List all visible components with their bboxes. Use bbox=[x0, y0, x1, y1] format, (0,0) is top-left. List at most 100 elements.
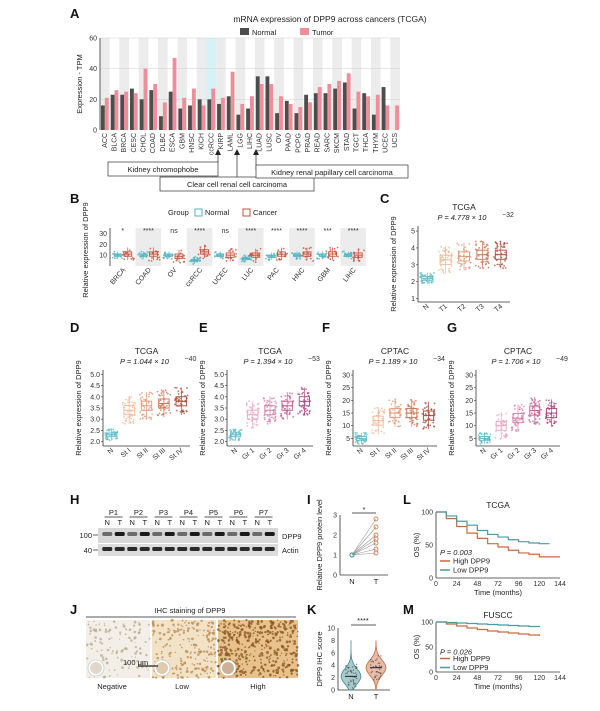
bar-tumor-chol bbox=[143, 68, 148, 130]
panel-b-ylabel: Relative expression of DPP9 bbox=[81, 202, 90, 297]
panel-g-point bbox=[530, 412, 533, 415]
panel-m-legend-high: High DPP9 bbox=[453, 654, 490, 663]
ihc-tile-high-dot bbox=[241, 663, 243, 665]
panel-f-point bbox=[396, 405, 399, 408]
ihc-tile-negative-dot bbox=[86, 643, 89, 646]
ihc-tile-high-dot bbox=[236, 640, 240, 644]
band-lgg bbox=[235, 38, 246, 130]
ihc-tile-negative-dot bbox=[116, 656, 119, 659]
panel-g-x-gr1: Gr 1 bbox=[490, 447, 505, 461]
panel-f-point bbox=[409, 398, 412, 401]
panel-g-point bbox=[513, 419, 515, 422]
bar-tumor-coad bbox=[153, 84, 158, 130]
panel-c-point bbox=[456, 242, 459, 245]
ihc-tile-high-dot bbox=[289, 652, 292, 655]
blot-lane-2: N bbox=[130, 518, 135, 527]
panel-f-point bbox=[433, 402, 436, 405]
panel-c-x-t1: T1 bbox=[438, 303, 449, 314]
panel-k-ytick-0: 0 bbox=[331, 688, 335, 695]
blot-lane-7: T bbox=[192, 518, 197, 527]
ihc-tile-high-dot bbox=[273, 675, 275, 677]
ihc-tile-high-dot bbox=[269, 626, 273, 630]
ihc-tile-low-dot bbox=[179, 657, 182, 660]
panel-e-point bbox=[302, 413, 305, 416]
panel-e-x-gr1: Gr 1 bbox=[241, 447, 256, 461]
ihc-tile-high-dot bbox=[225, 653, 227, 655]
panel-f-point bbox=[371, 432, 374, 435]
b-normal-ucec-point bbox=[214, 251, 216, 254]
panel-c-point bbox=[450, 265, 453, 267]
panel-g-point bbox=[515, 428, 517, 431]
panel-d-ytick-4.5: 4.5 bbox=[90, 383, 100, 390]
panel-d-point bbox=[131, 406, 134, 408]
panel-c-ytick-4: 4 bbox=[411, 245, 415, 252]
panel-c-pvalue: P = 4.778 × 10 bbox=[438, 213, 488, 222]
ihc-tile-high-dot bbox=[234, 649, 237, 652]
b-cancer-brca-point bbox=[131, 256, 134, 259]
panel-c-point bbox=[496, 247, 498, 249]
ihc-tile-high-dot bbox=[285, 666, 288, 668]
panel-g-point bbox=[537, 411, 540, 414]
panel-k-n-point bbox=[345, 672, 347, 675]
panel-m-xlabel: Time (months) bbox=[474, 682, 523, 691]
bar-normal-brca bbox=[120, 94, 125, 130]
panel-e-ytick-5.0: 5.0 bbox=[214, 372, 224, 379]
panel-e-point bbox=[306, 409, 309, 412]
ihc-tile-high-dot bbox=[262, 667, 265, 670]
panel-c-point bbox=[440, 245, 443, 248]
panel-e-point bbox=[272, 417, 275, 420]
panel-f-point bbox=[430, 408, 433, 411]
panel-d-point bbox=[148, 391, 151, 394]
panel-c-point bbox=[496, 263, 499, 266]
ihc-tile-high-dot bbox=[227, 633, 230, 636]
panel-k-t-point bbox=[370, 671, 372, 674]
panel-c-point bbox=[459, 259, 462, 261]
y-tick-40: 40 bbox=[89, 66, 97, 73]
panel-e-point bbox=[274, 400, 277, 403]
ihc-tile-high-dot bbox=[291, 619, 294, 623]
ihc-tile-low-dot bbox=[213, 629, 215, 632]
panel-c-point bbox=[419, 276, 422, 279]
kirp-arrow bbox=[253, 149, 259, 155]
ihc-tile-low-dot bbox=[189, 638, 191, 640]
panel-f-point bbox=[413, 413, 415, 416]
ihc-tile-high-dot bbox=[273, 653, 276, 655]
panel-g-point bbox=[514, 422, 517, 425]
panel-k-ytick-10: 10 bbox=[327, 626, 335, 633]
panel-f-point bbox=[413, 403, 416, 406]
panel-d-ytick-2.0: 2.0 bbox=[90, 439, 100, 446]
bar-tumor-lihc bbox=[250, 96, 254, 130]
panel-l-xtick-96: 96 bbox=[515, 581, 523, 588]
panel-g-point bbox=[520, 415, 523, 417]
ihc-tile-high-dot bbox=[278, 638, 282, 642]
ihc-tile-negative-dot bbox=[131, 656, 133, 658]
ihc-tile-high-dot bbox=[276, 619, 279, 621]
ihc-tile-low-dot bbox=[173, 631, 176, 634]
ihc-tile-high-dot bbox=[279, 621, 282, 623]
panel-g-point bbox=[518, 408, 521, 411]
panel-e-point bbox=[248, 400, 251, 402]
panel-f-ylabel: Relative expression of DPP9 bbox=[324, 360, 333, 455]
x-label-lusc: LUSC bbox=[266, 133, 273, 152]
ihc-tile-low-dot bbox=[170, 619, 172, 622]
bar-normal-cesc bbox=[130, 88, 134, 130]
ihc-tile-high-dot bbox=[242, 624, 245, 627]
panel-f-point bbox=[432, 421, 435, 424]
panel-c-point bbox=[443, 250, 446, 252]
panel-f-point bbox=[413, 423, 416, 426]
ihc-tile-low-dot bbox=[162, 625, 164, 627]
ihc-tile-high-dot bbox=[288, 640, 292, 643]
ihc-tile-negative-dot bbox=[120, 649, 124, 653]
ihc-tile-low-inset bbox=[153, 659, 171, 677]
panel-b-legend-title: Group bbox=[168, 208, 189, 217]
panel-e-ytick-3.0: 3.0 bbox=[214, 417, 224, 424]
ihc-tile-low-dot bbox=[203, 629, 205, 632]
panel-c-point bbox=[484, 246, 487, 249]
panel-k-n-point bbox=[354, 665, 356, 668]
panel-d-point bbox=[130, 414, 132, 417]
panel-d-point bbox=[168, 409, 171, 412]
b-cancer-gbm-point bbox=[329, 258, 332, 261]
panel-g-point bbox=[531, 407, 534, 410]
bar-normal-pcpg bbox=[294, 113, 299, 130]
